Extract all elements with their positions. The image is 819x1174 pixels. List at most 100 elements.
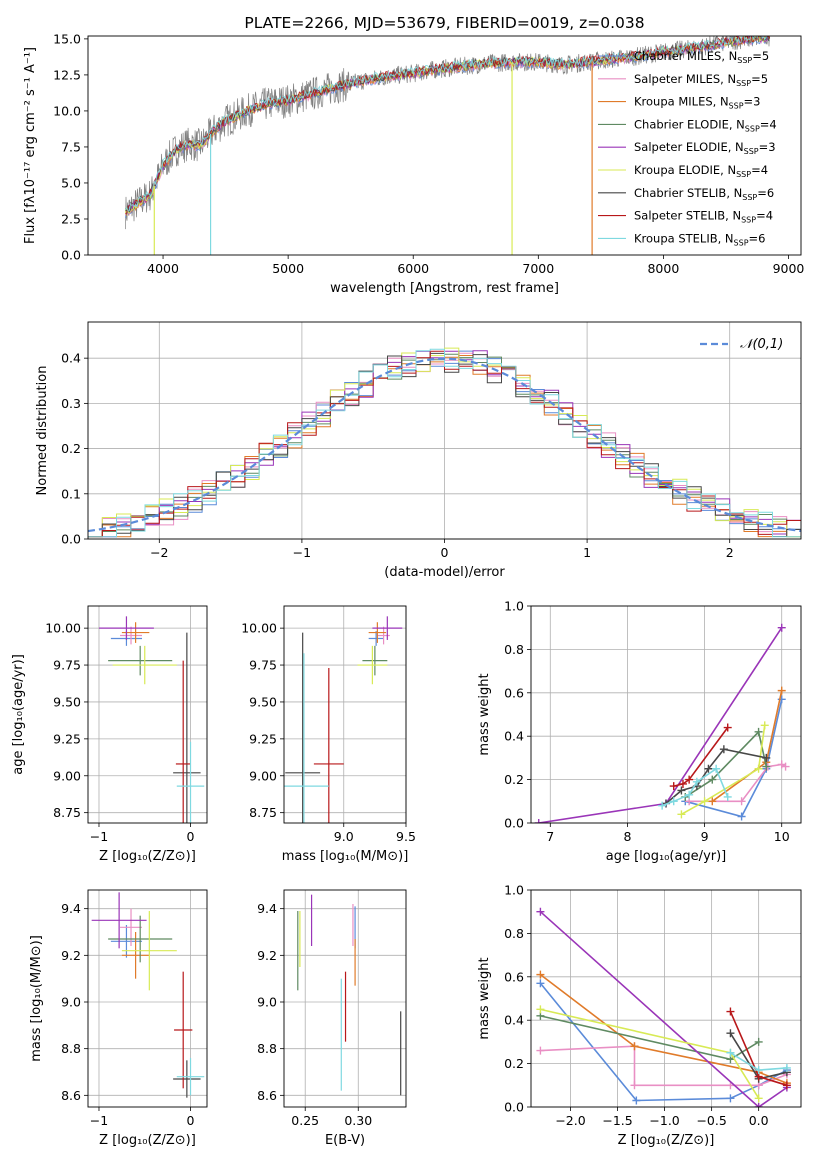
tick-label-y: 0.2: [504, 1056, 524, 1071]
tick-label-y: 8.8: [61, 1041, 81, 1056]
x-axis-label: wavelength [Angstrom, rest frame]: [330, 281, 559, 296]
point-kroupa-elodie: [112, 645, 177, 685]
model-salpeter-stelib: [125, 36, 771, 215]
tick-label-x: 7: [546, 829, 554, 844]
series-line: [539, 973, 788, 1084]
series-marker: [536, 907, 545, 916]
point-kroupa-stelib: [284, 653, 329, 823]
panel-age-vs-mass: 9.0 9.5 8.75 9.00 9.25 9.50 9.75 10.00 mass [log…: [241, 605, 416, 864]
series-marker: [726, 1048, 735, 1057]
tick-label-y: 9.4: [61, 901, 81, 916]
point-salpeter-elodie: [98, 616, 154, 640]
point-chabrier-stelib: [285, 632, 321, 823]
tick-label-y: 0.0: [504, 816, 524, 831]
series-marker: [754, 1103, 763, 1107]
legend-entry: Kroupa STELIB, NSSP=6: [634, 231, 765, 247]
legend: Chabrier MILES, NSSP=5 Salpeter MILES, NS…: [598, 49, 777, 247]
tick-label-y: 15.0: [53, 31, 81, 46]
tick-label-y: 8.6: [257, 1088, 277, 1103]
series-marker: [685, 790, 694, 799]
y-axis-label: age [log₁₀(age/yr)]: [11, 654, 26, 775]
legend-sub: SSP: [745, 124, 760, 133]
axes-frame: [283, 605, 407, 824]
legend-sub: SSP: [737, 56, 752, 65]
legend-sub: SSP: [729, 102, 744, 111]
series-marker: [630, 1042, 639, 1051]
series-kroupa-miles: [708, 686, 786, 806]
tick-label-y: 9.50: [249, 694, 277, 709]
series-salpeter-stelib: [669, 723, 732, 791]
tick-label-y: 0.1: [61, 486, 81, 501]
panel-residuals: −2 −1 0 1 2 0.0 0.1 0.2 0.3 0.4 (data-model)/error…: [35, 321, 802, 580]
series-marker: [754, 764, 763, 773]
tick-label-y: 9.4: [257, 901, 277, 916]
axes-frame: [283, 889, 407, 1108]
tick-label-y: 10.00: [45, 621, 81, 636]
ticks: 0.25 0.30 8.6 8.8 9.0 9.2 9.4: [257, 901, 372, 1128]
point-salpeter-miles: [120, 908, 143, 946]
tick-label-y: 0.0: [61, 532, 81, 547]
tick-label-y: 9.75: [53, 658, 81, 673]
legend-sub: SSP: [742, 193, 757, 202]
tick-label-x: 4000: [147, 261, 179, 276]
tick-label-x: 9.0: [334, 829, 354, 844]
tick-label-y: 0.2: [504, 772, 524, 787]
legend-tail: =4: [760, 117, 777, 131]
legend-sub: SSP: [736, 79, 751, 88]
legend-tail: =6: [749, 231, 766, 245]
panel-spectrum: 4000 5000 6000 7000 8000 9000 0.0 2.5 5.0 7.5 10.0…: [23, 14, 804, 296]
tick-label-y: 9.00: [249, 768, 277, 783]
series-marker: [777, 623, 786, 632]
axes-frame: [530, 889, 802, 1108]
tick-label-y: 8.8: [257, 1041, 277, 1056]
point-salpeter-elodie: [372, 616, 403, 640]
ticks: 4000 5000 6000 7000 8000 9000 0.0 2.5 5.0 7.5 10.0…: [53, 31, 804, 276]
ticks: −2.0 −1.5 −1.0 −0.5 0.0 0.0 0.2 0.4 0.6 0.8 1.0: [504, 883, 769, 1129]
series-marker: [754, 727, 763, 736]
series-kroupa-elodie: [677, 721, 769, 819]
y-axis-label: Flux [fλ10⁻¹⁷ erg cm⁻² s⁻¹ A⁻¹]: [23, 47, 38, 244]
point-kroupa-stelib: [176, 741, 205, 823]
point-salpeter-stelib: [313, 668, 344, 823]
plot-area: [536, 907, 791, 1107]
tick-label-x: 9: [701, 829, 709, 844]
ticks: 7 8 9 10 0.0 0.2 0.4 0.6 0.8 1.0: [504, 599, 790, 845]
series-marker: [536, 1005, 545, 1014]
tick-label-y: 0.0: [61, 248, 81, 263]
series-marker: [692, 777, 701, 786]
y-axis-label: mass [log₁₀(M/M⊙)]: [29, 935, 44, 1062]
tick-label-y: 0.3: [61, 396, 81, 411]
tick-label-y: 12.5: [53, 67, 81, 82]
plot-area: [98, 616, 205, 823]
legend-sub: SSP: [741, 216, 756, 225]
point-chabrier-elodie: [108, 645, 173, 676]
series-marker: [536, 1046, 545, 1055]
tick-label-y: 0.4: [504, 729, 524, 744]
tick-label-y: 7.5: [61, 139, 81, 154]
series-marker: [632, 1096, 641, 1105]
y-axis-label: mass weight: [477, 957, 492, 1039]
axes-frame: [87, 35, 802, 256]
tick-label-x: 2: [726, 545, 734, 560]
legend-entry: Kroupa MILES, NSSP=3: [634, 95, 760, 111]
tick-label-y: 9.2: [257, 948, 277, 963]
tick-label-x: −1.5: [602, 1113, 632, 1128]
legend-tail: =6: [757, 186, 774, 200]
x-axis-label: age [log₁₀(age/yr)]: [606, 849, 727, 864]
x-axis-label: mass [log₁₀(M/M⊙)]: [282, 849, 409, 864]
series-salpeter-elodie: [534, 623, 786, 823]
series-marker: [726, 1029, 735, 1038]
series-marker: [782, 1063, 791, 1072]
point-salpeter-elodie: [91, 892, 147, 949]
tick-label-y: 8.75: [249, 805, 277, 820]
legend-entry: Chabrier MILES, NSSP=5: [634, 49, 769, 65]
tick-label-y: 0.6: [504, 969, 524, 984]
tick-label-y: 9.00: [53, 768, 81, 783]
tick-label-y: 10.00: [241, 621, 277, 636]
grid: [88, 606, 207, 823]
series-marker: [762, 753, 771, 762]
series-marker: [723, 723, 732, 732]
axes-frame: [87, 889, 208, 1108]
point-kroupa-elodie: [121, 911, 177, 991]
series-marker: [658, 801, 667, 810]
